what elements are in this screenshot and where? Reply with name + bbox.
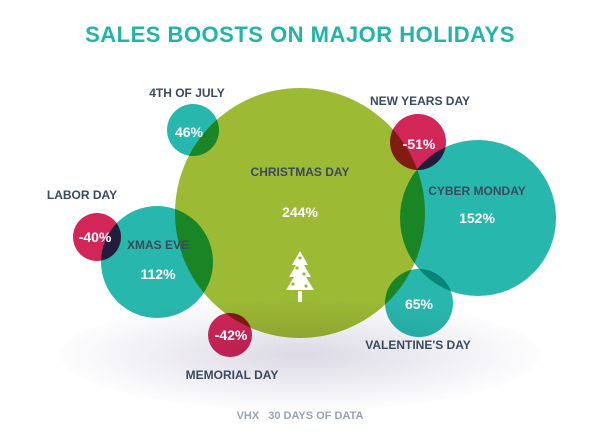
bubble-xmas-eve bbox=[101, 206, 213, 318]
value-4th-of-july: 46% bbox=[174, 124, 204, 140]
bubble-cyber-monday bbox=[400, 140, 556, 296]
christmas-tree-icon bbox=[286, 251, 314, 302]
footer-text: 30 DAYS OF DATA bbox=[268, 410, 364, 422]
bubble-christmas-day bbox=[175, 88, 425, 338]
chart-title: SALES BOOSTS ON MAJOR HOLIDAYS bbox=[85, 22, 515, 47]
value-new-years-day: -51% bbox=[402, 136, 436, 152]
footer: VHX 30 DAYS OF DATA bbox=[0, 410, 600, 422]
label-new-years-day: NEW YEARS DAY bbox=[369, 94, 471, 108]
bubble-labor-day bbox=[73, 213, 121, 261]
value-xmas-eve: 112% bbox=[140, 266, 176, 282]
label-4th-of-july: 4TH OF JULY bbox=[149, 86, 225, 100]
footer-brand: VHX bbox=[236, 410, 260, 422]
value-labor-day: -40% bbox=[78, 229, 112, 245]
label-christmas-day: CHRISTMAS DAY bbox=[250, 165, 350, 179]
value-memorial-day: -42% bbox=[214, 327, 248, 343]
label-cyber-monday: CYBER MONDAY bbox=[428, 184, 526, 198]
label-memorial-day: MEMORIAL DAY bbox=[185, 368, 279, 382]
bubble-memorial-day bbox=[208, 313, 252, 357]
bubble-new-years-day bbox=[390, 114, 446, 170]
bubble-valentines-day bbox=[385, 269, 453, 337]
value-valentines-day: 65% bbox=[404, 296, 434, 312]
bubble-4th-of-july bbox=[167, 104, 219, 156]
label-xmas-eve: XMAS EVE bbox=[126, 238, 190, 252]
value-christmas-day: 244% bbox=[282, 204, 318, 220]
label-valentines-day: VALENTINE'S DAY bbox=[365, 338, 471, 352]
value-cyber-monday: 152% bbox=[459, 210, 495, 226]
label-labor-day: LABOR DAY bbox=[46, 188, 118, 202]
